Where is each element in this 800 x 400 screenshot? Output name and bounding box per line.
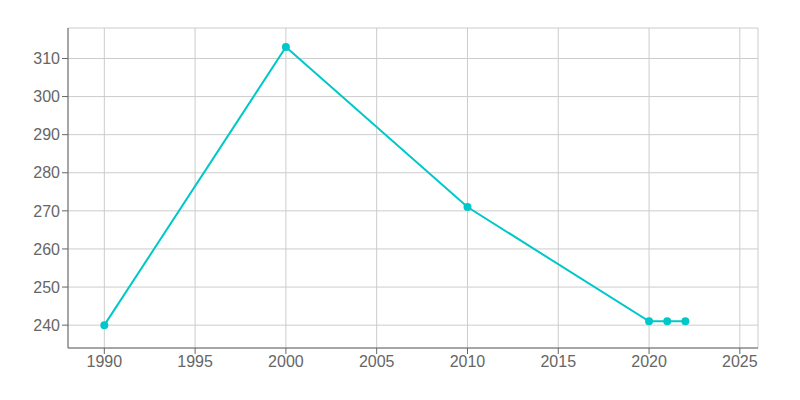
svg-text:2005: 2005 bbox=[359, 353, 395, 370]
svg-text:250: 250 bbox=[33, 279, 60, 296]
svg-text:2000: 2000 bbox=[268, 353, 304, 370]
svg-text:310: 310 bbox=[33, 50, 60, 67]
svg-text:280: 280 bbox=[33, 164, 60, 181]
svg-text:2010: 2010 bbox=[450, 353, 486, 370]
svg-text:1995: 1995 bbox=[177, 353, 213, 370]
svg-text:260: 260 bbox=[33, 241, 60, 258]
svg-text:2020: 2020 bbox=[631, 353, 667, 370]
svg-text:240: 240 bbox=[33, 317, 60, 334]
svg-text:2025: 2025 bbox=[722, 353, 758, 370]
svg-text:1990: 1990 bbox=[87, 353, 123, 370]
svg-text:2015: 2015 bbox=[540, 353, 576, 370]
svg-text:300: 300 bbox=[33, 88, 60, 105]
svg-text:290: 290 bbox=[33, 126, 60, 143]
svg-text:270: 270 bbox=[33, 203, 60, 220]
